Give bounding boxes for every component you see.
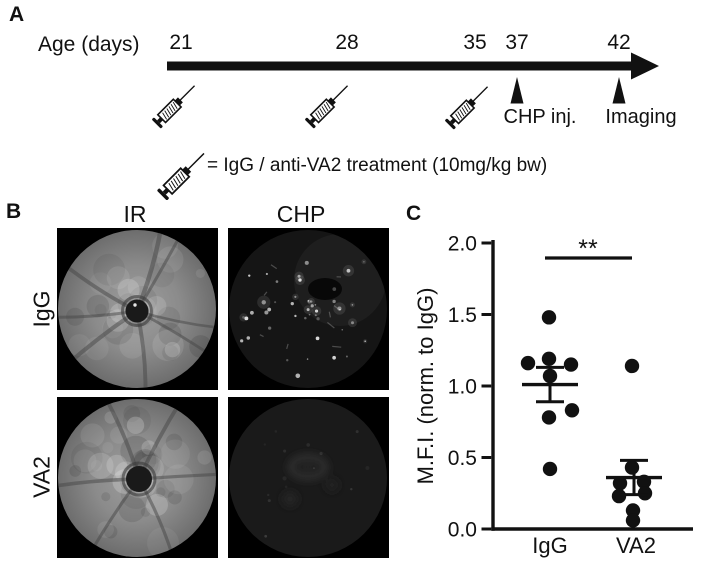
timeline-caption: Imaging <box>605 106 677 128</box>
significance-stars: ** <box>578 235 598 263</box>
x-category-label: IgG <box>532 533 567 558</box>
timeline-caption: CHP inj. <box>503 106 577 128</box>
scatter-point-igg <box>563 357 579 372</box>
scatter-point-igg <box>520 355 536 371</box>
panel-b-label: B <box>6 200 22 223</box>
y-tick-label: 1.5 <box>448 304 477 327</box>
timeline-day-label: 21 <box>169 31 193 54</box>
y-tick-label: 2.0 <box>448 232 477 255</box>
timeline-day-label: 28 <box>335 31 359 54</box>
fundus-image-va2-chp <box>228 397 389 558</box>
timeline-marker-icon <box>510 77 524 104</box>
fundus-image-igg-chp <box>228 228 389 390</box>
scatter-point-va2 <box>611 488 627 504</box>
fundus-image-va2-ir <box>57 397 218 558</box>
y-tick-label: 0.5 <box>448 447 477 470</box>
timeline-day-label: 35 <box>463 31 487 54</box>
y-axis-title: M.F.I. (norm. to IgG) <box>413 288 438 485</box>
scatter-point-va2 <box>612 476 628 491</box>
scatter-point-va2 <box>624 460 640 475</box>
scatter-point-igg <box>564 403 580 418</box>
scatter-point-igg <box>541 410 557 425</box>
column-header-ir: IR <box>123 201 147 227</box>
timeline-day-label: 42 <box>607 31 631 54</box>
panel-a-label: A <box>9 3 25 26</box>
timeline-marker-icon <box>612 77 626 104</box>
scatter-point-igg <box>541 310 557 325</box>
scatter-point-va2 <box>625 503 641 518</box>
timeline-arrowhead-icon <box>631 52 659 80</box>
y-tick-label: 0.0 <box>448 518 477 541</box>
fundus-image-igg-ir <box>57 228 218 390</box>
x-category-label: VA2 <box>616 533 656 558</box>
scatter-point-va2 <box>624 358 640 374</box>
column-header-chp: CHP <box>276 201 326 227</box>
legend-text: = IgG / anti-VA2 treatment (10mg/kg bw) <box>207 155 548 176</box>
timeline-day-label: 37 <box>505 31 529 54</box>
panel-c-label: C <box>406 202 422 225</box>
age-axis-title: Age (days) <box>38 33 140 56</box>
y-tick-label: 1.0 <box>448 375 477 398</box>
scatter-point-va2 <box>625 513 641 528</box>
timeline-bar <box>167 61 632 71</box>
timeline-graphic <box>150 52 659 200</box>
scatter-point-igg <box>541 351 557 367</box>
scatter-point-igg <box>542 461 558 477</box>
